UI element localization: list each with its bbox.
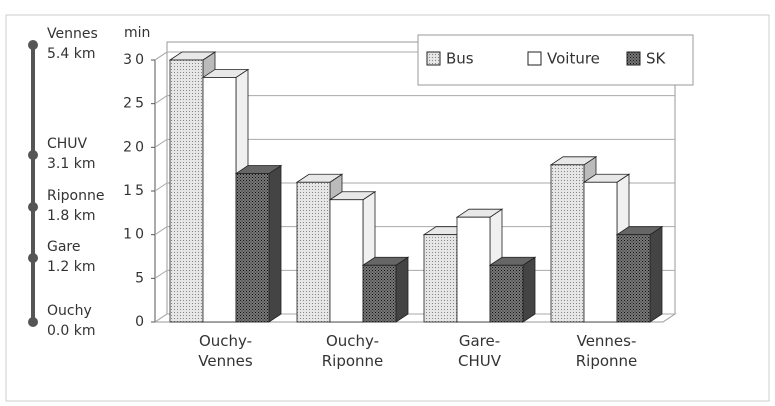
bar	[362, 264, 397, 323]
stop-name: Riponne	[47, 188, 104, 204]
bar	[423, 234, 458, 323]
grid-line	[154, 226, 675, 236]
frame	[5, 14, 770, 402]
bar	[456, 216, 491, 323]
grid-line	[154, 138, 675, 148]
stop-distance: 0.0 km	[47, 323, 95, 339]
legend-swatch	[626, 51, 641, 66]
legend-label: Voiture	[547, 50, 600, 68]
x-tick-label: Vennes-Riponne	[575, 332, 638, 370]
stop-name: Ouchy	[47, 303, 92, 319]
y-tick-label: 30	[123, 52, 147, 68]
legend-swatch	[527, 51, 542, 66]
grid-line	[154, 95, 675, 105]
bar	[169, 59, 204, 323]
stop-distance: 3.1 km	[47, 156, 95, 172]
route-stop	[28, 40, 38, 50]
bar	[235, 173, 270, 323]
x-tick-label: Ouchy-Vennes	[198, 332, 253, 370]
legend	[417, 34, 694, 86]
bar	[329, 199, 364, 323]
stop-distance: 5.4 km	[47, 46, 95, 62]
bar-side	[649, 225, 663, 323]
bar-side	[395, 256, 409, 323]
y-tick-label: 20	[123, 139, 147, 155]
y-axis-label: min	[124, 25, 150, 41]
bar	[583, 181, 618, 323]
y-tick-label: 0	[135, 314, 147, 330]
bar-side	[522, 256, 536, 323]
bar	[616, 234, 651, 323]
bar	[550, 164, 585, 323]
bar-side	[268, 164, 282, 323]
bar	[489, 264, 524, 323]
stop-name: Vennes	[47, 26, 98, 42]
x-tick-label: Ouchy-Riponne	[321, 332, 384, 370]
y-tick-label: 15	[123, 183, 147, 199]
route-stop	[28, 202, 38, 212]
legend-swatch	[426, 51, 441, 66]
x-tick-label: Gare-CHUV	[458, 332, 501, 370]
stop-name: Gare	[47, 239, 81, 255]
stop-distance: 1.8 km	[47, 208, 95, 224]
bar	[202, 77, 237, 323]
legend-label: SK	[646, 50, 667, 68]
y-tick-label: 5	[135, 270, 147, 286]
legend-label: Bus	[446, 50, 474, 68]
route-stop	[28, 253, 38, 263]
route-stop	[28, 150, 38, 160]
route-stop	[28, 317, 38, 327]
y-tick-label: 25	[123, 96, 147, 112]
stop-distance: 1.2 km	[47, 259, 95, 275]
grid-line	[154, 182, 675, 192]
stop-name: CHUV	[47, 136, 88, 152]
bar	[296, 181, 331, 323]
y-tick-label: 10	[123, 227, 147, 243]
